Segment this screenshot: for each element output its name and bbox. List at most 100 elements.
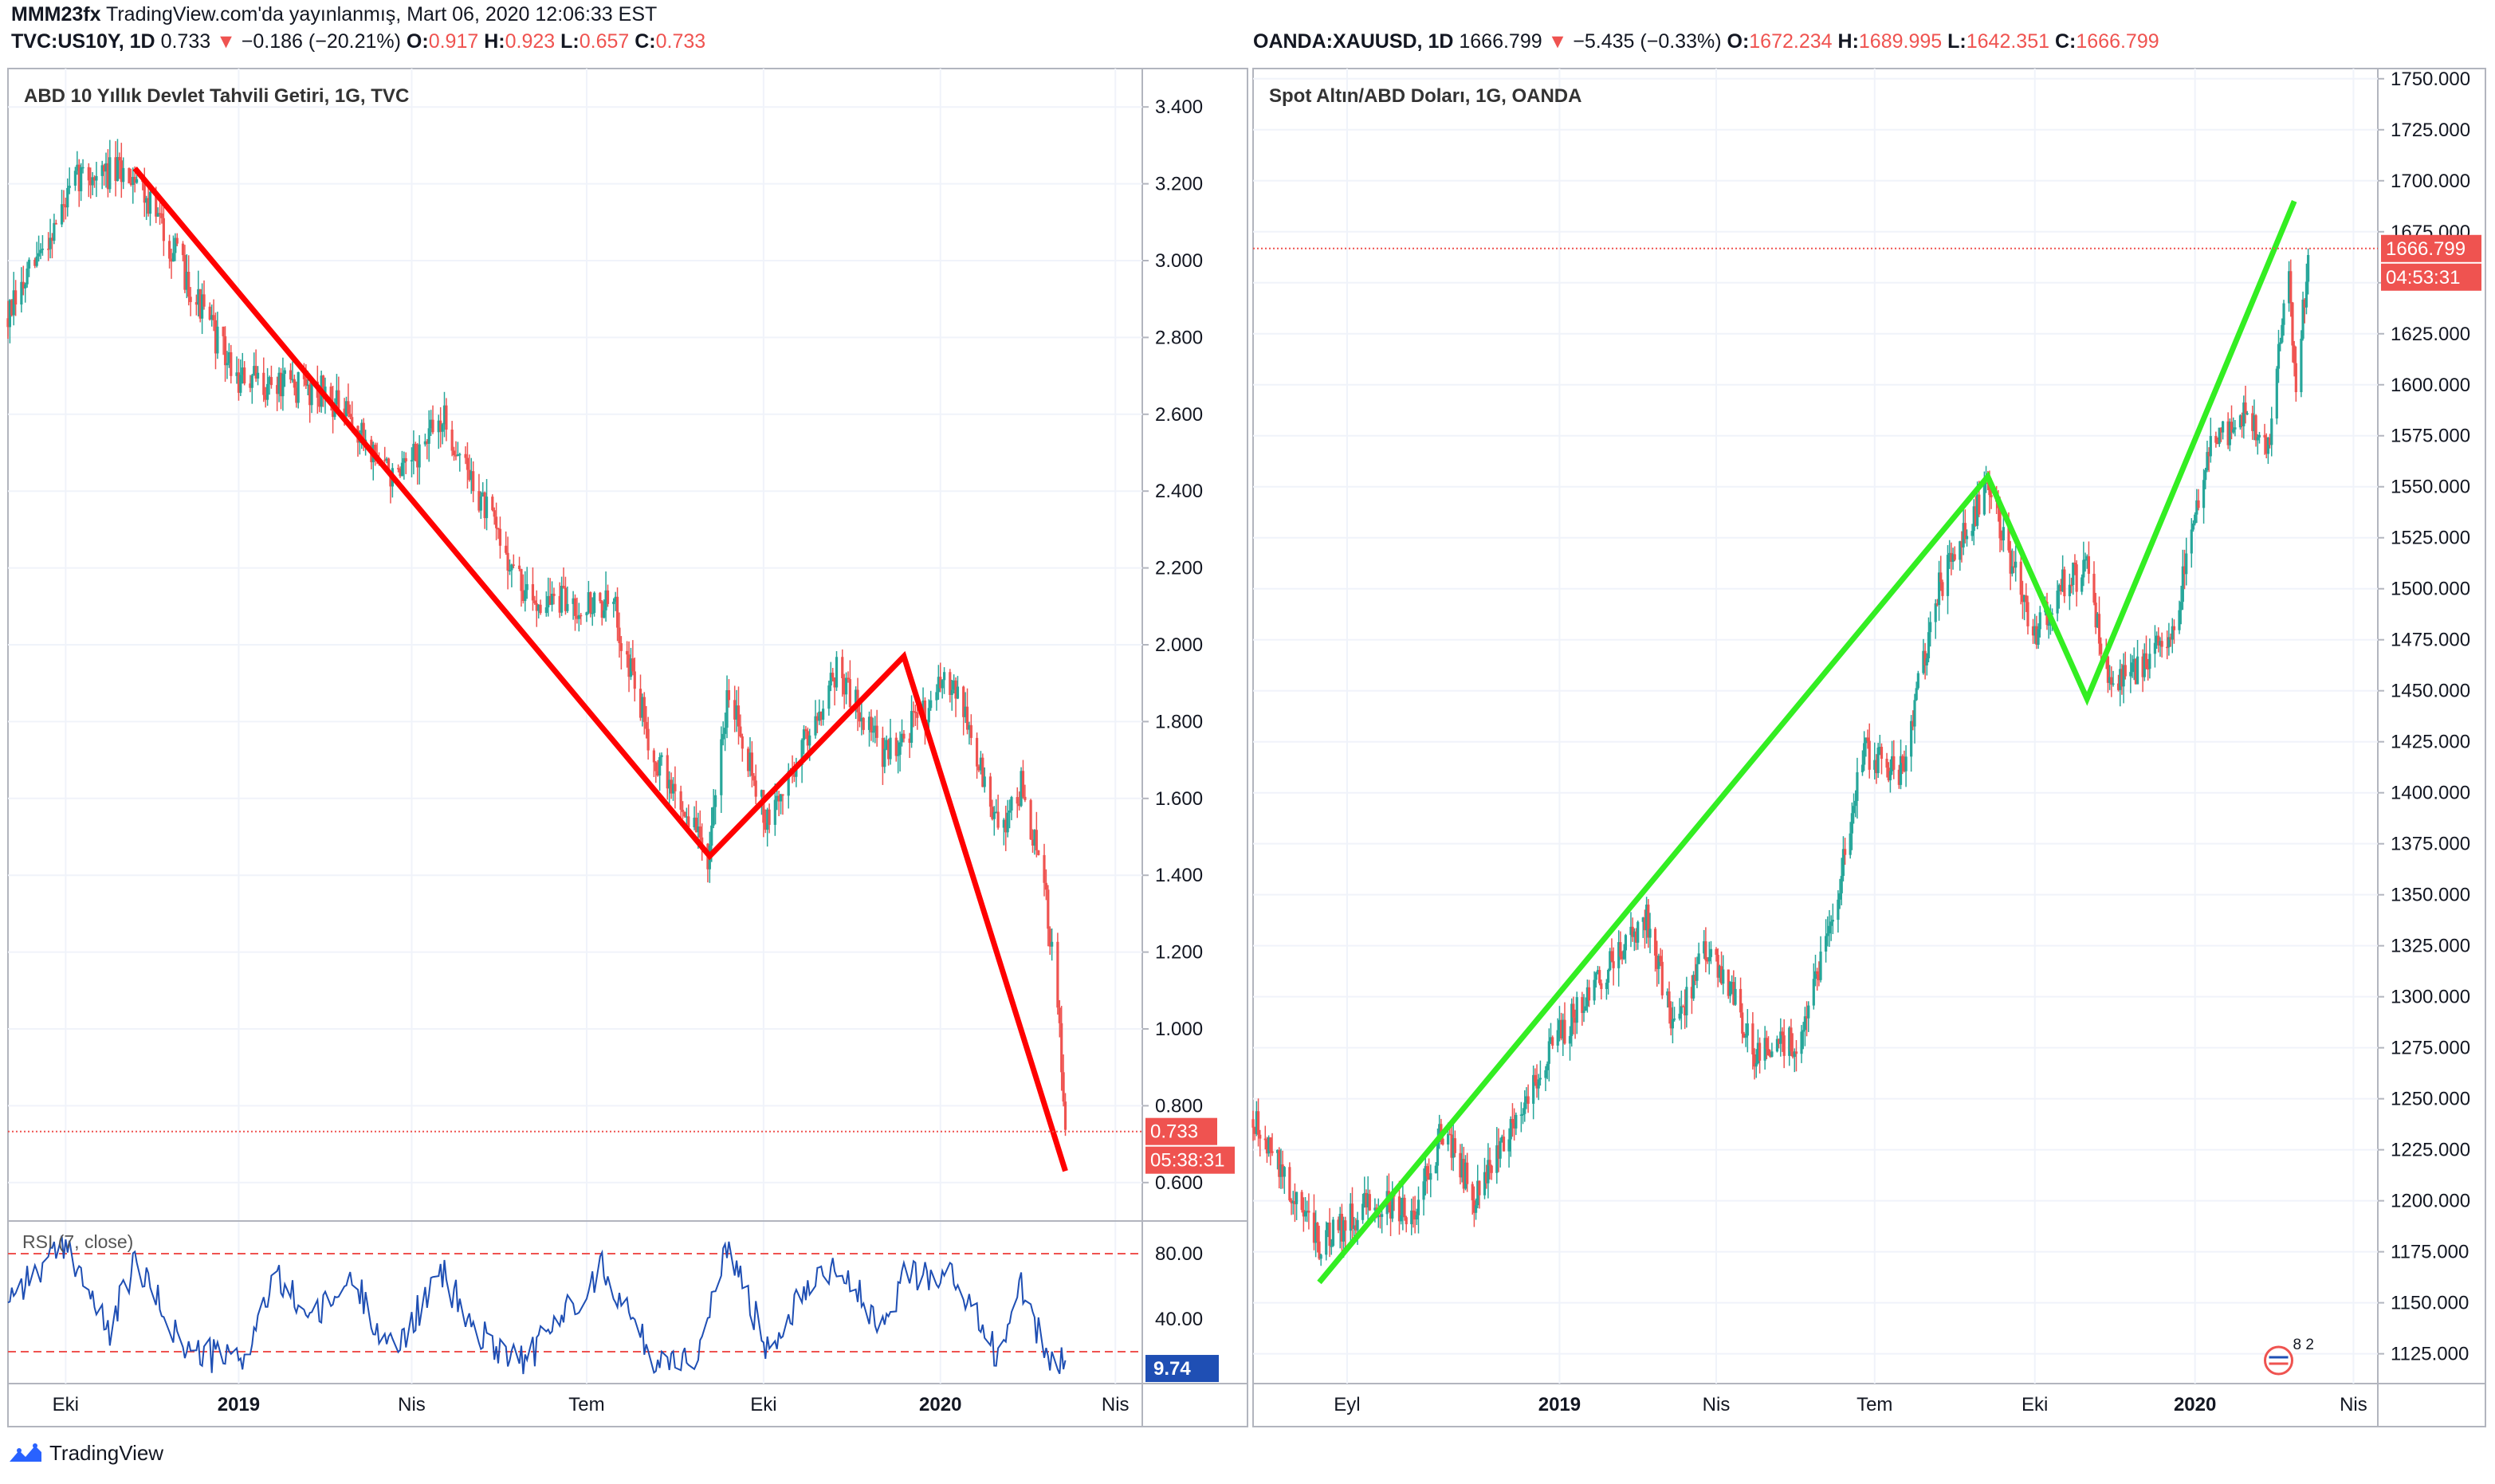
right-candle-body <box>1428 1176 1431 1180</box>
right-candle-body <box>1502 1137 1506 1152</box>
left-candle-body <box>964 706 967 717</box>
left-candle-body <box>694 817 698 833</box>
right-candle-body <box>1368 1194 1371 1211</box>
right-candle-body <box>2122 665 2125 687</box>
left-candle-body <box>599 592 602 602</box>
right-candle-body <box>2266 438 2269 454</box>
left-candle-body <box>953 680 956 690</box>
right-candle-body <box>1868 740 1871 770</box>
right-candle-body <box>1253 1127 1256 1134</box>
left-candle-body <box>995 811 998 814</box>
left-candle-body <box>808 735 811 746</box>
right-candle-body <box>1278 1149 1281 1177</box>
left-candle-body <box>558 595 561 613</box>
right-candle-body <box>1685 987 1688 1015</box>
right-candle-body <box>2037 629 2040 645</box>
right-candle-body <box>2301 299 2304 339</box>
left-candle-body <box>162 218 165 241</box>
left-candle-body <box>949 672 952 695</box>
left-symbol[interactable]: TVC:US10Y, 1D <box>11 30 155 53</box>
left-candle-body <box>814 716 817 736</box>
left-candle-body <box>735 705 738 720</box>
left-candle-body <box>831 673 835 678</box>
right-countdown-box <box>2381 263 2481 291</box>
right-candle-body <box>2253 415 2256 431</box>
left-candle-body <box>24 284 27 289</box>
right-y-tick-label: 1275.000 <box>2391 1038 2470 1059</box>
right-candle-body <box>1610 951 1613 962</box>
left-candle-body <box>618 627 621 644</box>
right-candle-body <box>2047 624 2050 626</box>
left-candle-body <box>122 167 125 183</box>
left-y-tick-label: 1.800 <box>1155 711 1203 732</box>
right-symbol[interactable]: OANDA:XAUUSD, 1D <box>1253 30 1454 53</box>
left-candle-body <box>537 604 540 611</box>
left-candle-body <box>937 677 940 693</box>
right-candle-body <box>1271 1151 1274 1153</box>
right-candle-body <box>1974 506 1978 526</box>
left-candle-body <box>887 740 890 760</box>
right-x-tick-label: Nis <box>2340 1394 2367 1415</box>
right-candle-body <box>1878 747 1881 748</box>
left-candle-body <box>525 583 528 591</box>
right-candle-body <box>1769 1055 1772 1057</box>
right-candle-body <box>1558 1019 1562 1031</box>
left-countdown-label: 05:38:31 <box>1150 1150 1224 1172</box>
right-candle-body <box>1925 658 1928 665</box>
left-candle-body <box>254 366 257 379</box>
left-candle-body <box>941 680 944 689</box>
right-chart-panel: 1750.0001725.0001700.0001675.0001650.000… <box>1251 68 2486 1427</box>
right-candle-body <box>2085 556 2088 559</box>
left-candle-body <box>645 721 648 729</box>
left-candle-body <box>996 811 1000 828</box>
left-candle-body <box>33 259 37 266</box>
left-candle-body <box>923 700 927 726</box>
left-candle-body <box>387 458 391 474</box>
right-candle-body <box>1574 1017 1577 1023</box>
left-candle-body <box>174 238 177 253</box>
left-candle-body <box>81 167 84 169</box>
left-candle-body <box>454 455 458 457</box>
left-candle-body <box>185 272 188 290</box>
left-candle-body <box>302 371 306 379</box>
left-candle-body <box>981 757 984 787</box>
right-candle-body <box>1873 760 1876 770</box>
right-candle-body <box>1950 552 1953 562</box>
right-chart-title: Spot Altın/ABD Doları, 1G, OANDA <box>1269 85 1581 107</box>
left-candle-body <box>737 705 741 727</box>
right-candle-body <box>2281 324 2284 343</box>
left-candle-body <box>77 164 81 191</box>
right-candle-body <box>2191 523 2195 530</box>
left-candle-body <box>243 367 246 384</box>
right-candle-body <box>1596 970 1600 973</box>
left-candle-body <box>701 837 704 844</box>
left-candle-body <box>766 809 769 830</box>
right-candle-body <box>1731 982 1734 983</box>
left-candle-body <box>167 241 171 259</box>
right-candle-body <box>1976 494 1979 526</box>
left-candle-body <box>733 700 737 720</box>
right-candle-body <box>1295 1192 1299 1204</box>
right-candle-body <box>2214 436 2218 443</box>
right-candle-body <box>1756 1042 1760 1063</box>
left-candle-body <box>498 528 502 546</box>
right-candle-body <box>1719 966 1723 984</box>
right-candle-body <box>2307 254 2310 282</box>
right-candle-body <box>1513 1122 1516 1129</box>
left-candle-body <box>815 716 819 721</box>
left-candle-body <box>485 497 489 519</box>
left-candle-body <box>214 320 218 354</box>
left-y-tick-label: 2.400 <box>1155 481 1203 502</box>
right-candle-body <box>2000 538 2003 541</box>
left-candle-body <box>670 779 673 794</box>
left-candle-body <box>269 377 273 386</box>
right-candle-body <box>2254 415 2257 441</box>
right-candle-body <box>1960 541 1963 548</box>
right-candle-body <box>1525 1096 1528 1103</box>
left-candle-body <box>827 685 831 709</box>
tradingview-brand[interactable]: TradingView <box>49 1441 164 1465</box>
left-candle-body <box>160 213 163 218</box>
rsi-y-tick-label: 80.00 <box>1155 1243 1203 1265</box>
right-candle-body <box>2222 421 2225 433</box>
